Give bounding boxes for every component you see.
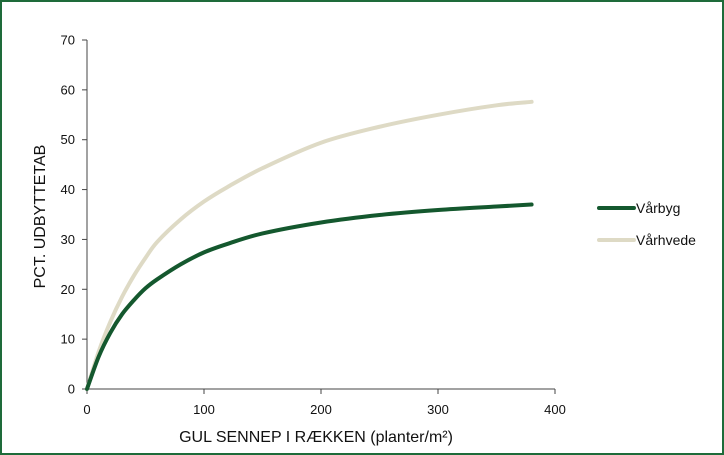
legend-label: Vårhvede bbox=[636, 232, 696, 248]
x-tick-label: 100 bbox=[193, 402, 215, 417]
y-axis-ticks: 0 10 20 30 40 50 60 70 bbox=[61, 33, 87, 397]
x-tick-label: 300 bbox=[427, 402, 449, 417]
legend: Vårbyg Vårhvede bbox=[597, 200, 696, 248]
x-tick-label: 400 bbox=[544, 402, 566, 417]
legend-label: Vårbyg bbox=[636, 200, 680, 216]
x-axis-title: GUL SENNEP I RÆKKEN (planter/m²) bbox=[179, 429, 453, 446]
y-tick-label: 70 bbox=[61, 33, 75, 48]
y-tick-label: 10 bbox=[61, 332, 75, 347]
y-tick-label: 60 bbox=[61, 82, 75, 97]
x-tick-label: 200 bbox=[310, 402, 332, 417]
series-line-varhvede bbox=[85, 99, 534, 391]
x-axis-ticks: 0 100 200 300 400 bbox=[83, 389, 566, 417]
series-line-varbyg bbox=[85, 202, 534, 391]
y-tick-label: 20 bbox=[61, 282, 75, 297]
series-group bbox=[85, 99, 534, 391]
y-tick-label: 0 bbox=[68, 382, 75, 397]
y-axis-title: PCT. UDBYTTETAB bbox=[32, 145, 49, 289]
y-tick-label: 40 bbox=[61, 182, 75, 197]
y-tick-label: 30 bbox=[61, 232, 75, 247]
y-tick-label: 50 bbox=[61, 132, 75, 147]
x-tick-label: 0 bbox=[83, 402, 90, 417]
